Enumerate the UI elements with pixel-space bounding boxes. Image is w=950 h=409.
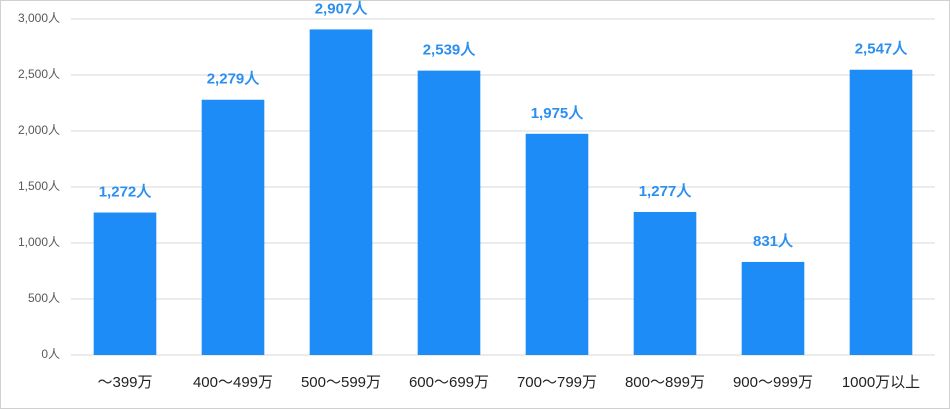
value-label: 2,907人 [315, 0, 369, 17]
bar [633, 211, 697, 355]
value-label: 2,547人 [855, 41, 909, 58]
x-tick-label: 800～899万 [625, 374, 705, 391]
x-tick-label: 900～999万 [733, 374, 813, 391]
value-label: 2,539人 [423, 42, 477, 59]
value-label: 831人 [753, 233, 794, 250]
x-tick-label: 1000万以上 [842, 374, 920, 391]
y-tick-label: 1,000人 [18, 235, 60, 249]
bar [93, 212, 157, 355]
x-tick-label: 700～799万 [517, 374, 597, 391]
y-tick-label: 0人 [41, 347, 60, 361]
value-label: 1,272人 [99, 184, 153, 201]
y-tick-label: 3,000人 [18, 11, 60, 25]
y-tick-label: 500人 [28, 291, 60, 305]
value-label: 1,975人 [531, 105, 585, 122]
bar [741, 261, 805, 355]
bar [525, 133, 589, 355]
bar [849, 69, 913, 356]
bar [309, 29, 373, 355]
y-tick-label: 1,500人 [18, 179, 60, 193]
x-tick-label: 400～499万 [193, 374, 273, 391]
value-label: 2,279人 [207, 71, 261, 88]
y-tick-label: 2,500人 [18, 67, 60, 81]
bar [417, 70, 481, 355]
x-tick-label: 600～699万 [409, 374, 489, 391]
x-tick-label: 500～599万 [301, 374, 381, 391]
bar [201, 99, 265, 355]
y-tick-label: 2,000人 [18, 123, 60, 137]
x-tick-label: ～399万 [97, 374, 152, 391]
value-label: 1,277人 [639, 183, 693, 200]
